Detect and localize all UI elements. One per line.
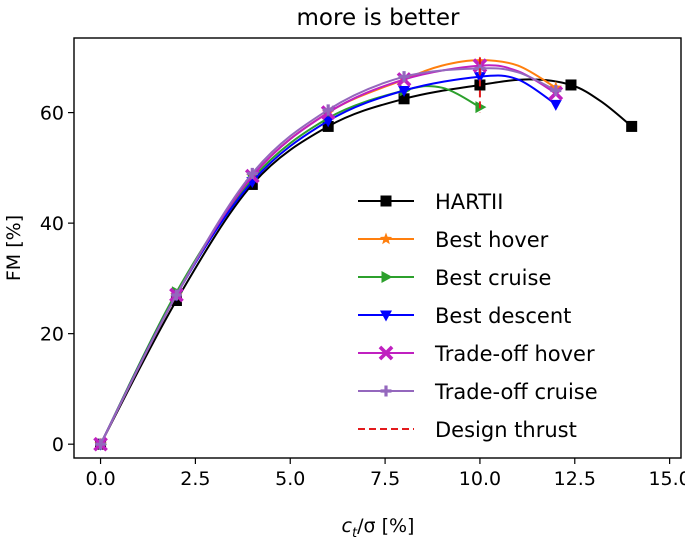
data-point — [95, 438, 107, 450]
x-tick-label: 12.5 — [554, 468, 596, 490]
data-point — [398, 93, 410, 105]
data-point — [322, 116, 335, 128]
data-point — [398, 71, 410, 83]
data-point — [398, 86, 411, 97]
legend-label: Best cruise — [435, 266, 551, 290]
x-tick-label: 7.5 — [370, 468, 400, 490]
legend-label: Best descent — [435, 304, 571, 328]
y-tick-label: 20 — [40, 324, 64, 346]
y-axis: 0 20 40 60 — [40, 103, 74, 456]
legend-item: HARTII — [358, 190, 503, 214]
data-point — [550, 85, 562, 96]
legend-item: Best hover — [358, 228, 549, 252]
legend-item: Trade-off cruise — [358, 380, 598, 404]
legend-marker — [379, 232, 393, 245]
x-tick-label: 15.0 — [648, 468, 685, 490]
plot-frame — [73, 37, 682, 459]
legend-label: Trade-off hover — [434, 342, 595, 366]
y-tick-label: 40 — [40, 213, 64, 235]
y-axis-label: FM [%] — [3, 215, 25, 281]
data-point — [549, 99, 562, 111]
data-point — [626, 120, 638, 132]
series-line — [99, 85, 481, 445]
legend-marker — [380, 385, 392, 397]
x-axis: 0.0 2.5 5.0 7.5 10.0 12.5 15.0 — [85, 458, 685, 490]
y-tick-label: 0 — [52, 434, 64, 456]
x-axis-label: ct/σ [%] — [342, 515, 415, 539]
x-tick-label: 0.0 — [85, 468, 115, 490]
legend-label: HARTII — [435, 190, 503, 214]
chart-title: more is better — [297, 5, 461, 31]
legend-item: Best descent — [358, 304, 571, 328]
legend-marker — [380, 195, 392, 207]
legend-marker — [381, 271, 393, 283]
legend: HARTII Best hover Best cruise Best descent T… — [358, 190, 598, 442]
legend-item: Design thrust — [358, 418, 577, 442]
data-point — [473, 72, 486, 84]
x-tick-label: 2.5 — [180, 468, 210, 490]
legend-label: Best hover — [435, 228, 549, 252]
x-tick-label: 10.0 — [459, 468, 501, 490]
series-layer — [93, 56, 638, 452]
legend-marker — [378, 345, 394, 361]
data-point — [565, 79, 577, 91]
x-tick-label: 5.0 — [275, 468, 305, 490]
y-tick-label: 60 — [40, 103, 64, 125]
data-point — [170, 289, 182, 301]
x-axis-label-subscript: t — [352, 526, 358, 539]
legend-label: Trade-off cruise — [434, 380, 598, 404]
data-point — [322, 104, 334, 116]
plot-area — [73, 37, 682, 459]
x-axis-label-rest: /σ [%] — [357, 515, 414, 537]
data-point — [246, 167, 258, 179]
legend-label: Design thrust — [435, 418, 577, 442]
legend-item: Trade-off hover — [358, 342, 595, 366]
legend-marker — [380, 310, 392, 322]
legend-item: Best cruise — [358, 266, 551, 290]
x-axis-label-base: c — [342, 515, 353, 537]
